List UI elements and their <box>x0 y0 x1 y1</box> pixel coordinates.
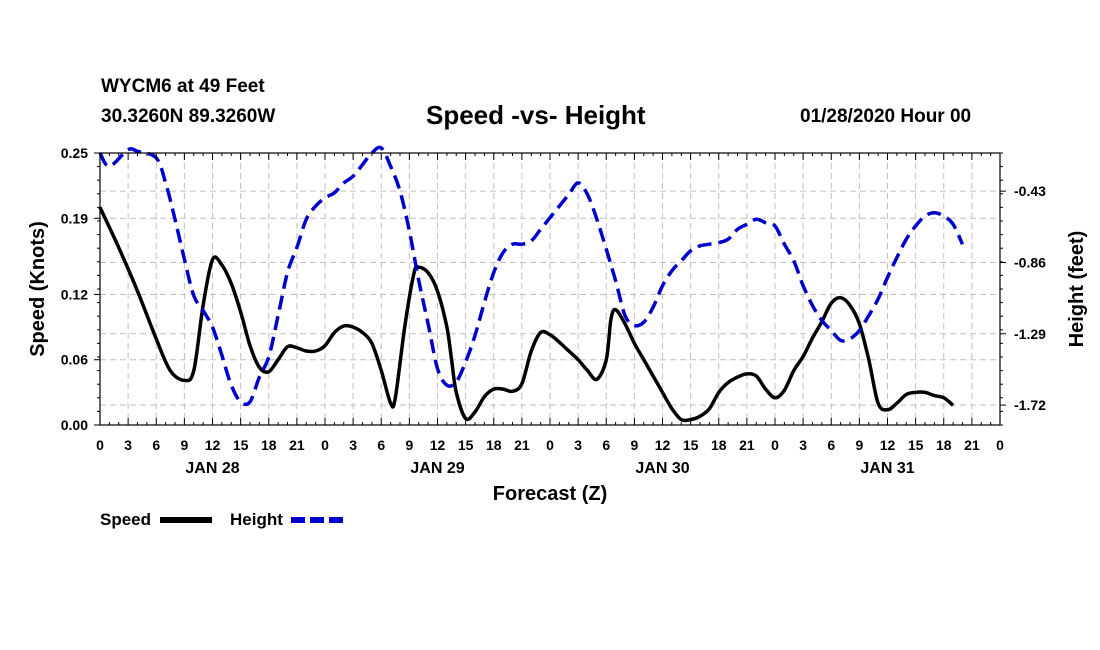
x-tick-label: 12 <box>880 437 896 453</box>
x-tick-label: 21 <box>964 437 980 453</box>
day-label: JAN 30 <box>635 460 689 477</box>
x-tick-label: 0 <box>321 437 329 453</box>
x-tick-label: 15 <box>458 437 474 453</box>
y-tick-label: 0.25 <box>61 145 88 161</box>
y2-axis-label: Height (feet) <box>1066 231 1088 348</box>
x-tick-label: 6 <box>152 437 160 453</box>
day-label: JAN 28 <box>185 460 239 477</box>
y-tick-label: 0.00 <box>61 417 88 433</box>
x-tick-label: 0 <box>996 437 1004 453</box>
x-tick-label: 18 <box>486 437 502 453</box>
x-tick-label: 9 <box>180 437 188 453</box>
x-tick-label: 3 <box>124 437 132 453</box>
x-tick-label: 6 <box>827 437 835 453</box>
x-tick-label: 12 <box>205 437 221 453</box>
series-layer <box>98 145 965 423</box>
y-tick-label: 0.06 <box>61 352 88 368</box>
x-tick-label: 9 <box>630 437 638 453</box>
height-series-line <box>98 145 965 407</box>
speed-series-line <box>98 206 955 423</box>
y-tick-label: 0.12 <box>61 286 88 302</box>
x-tick-label: 12 <box>655 437 671 453</box>
x-tick-label: 0 <box>771 437 779 453</box>
x-tick-label: 15 <box>683 437 699 453</box>
y2-tick-label: -1.72 <box>1014 397 1046 413</box>
tick-layer: 0 3 6 9 12 15 18 21 0 3 6 9 12 15 18 21 0 3 6 9 12 15 18 21 0 3 6 9… <box>61 145 1046 477</box>
station-label: WYCM6 at 49 Feet <box>101 76 265 97</box>
legend: Speed Height <box>100 510 343 529</box>
chart-title: Speed -vs- Height <box>426 100 646 130</box>
x-tick-label: 12 <box>430 437 446 453</box>
x-tick-label: 6 <box>377 437 385 453</box>
legend-height-label: Height <box>230 510 283 529</box>
x-tick-label: 21 <box>514 437 530 453</box>
x-tick-label: 18 <box>936 437 952 453</box>
x-tick-label: 18 <box>261 437 277 453</box>
x-tick-label: 9 <box>855 437 863 453</box>
coordinates-label: 30.3260N 89.3260W <box>101 106 276 127</box>
day-label: JAN 31 <box>860 460 914 477</box>
y2-tick-label: -0.43 <box>1014 183 1046 199</box>
x-tick-label: 3 <box>799 437 807 453</box>
x-tick-label: 6 <box>602 437 610 453</box>
forecast-timestamp: 01/28/2020 Hour 00 <box>800 106 972 127</box>
x-tick-label: 0 <box>546 437 554 453</box>
x-tick-label: 0 <box>96 437 104 453</box>
x-tick-label: 18 <box>711 437 727 453</box>
y-tick-label: 0.19 <box>61 210 88 226</box>
x-tick-label: 3 <box>349 437 357 453</box>
y-axis-label: Speed (Knots) <box>27 221 49 357</box>
x-tick-label: 15 <box>233 437 249 453</box>
x-tick-label: 21 <box>289 437 305 453</box>
x-tick-label: 15 <box>908 437 924 453</box>
x-tick-label: 3 <box>574 437 582 453</box>
y2-tick-label: -1.29 <box>1014 326 1046 342</box>
day-label: JAN 29 <box>410 460 464 477</box>
x-axis-label: Forecast (Z) <box>493 483 607 505</box>
legend-speed-label: Speed <box>100 510 151 529</box>
x-tick-label: 9 <box>405 437 413 453</box>
x-tick-label: 21 <box>739 437 755 453</box>
y2-tick-label: -0.86 <box>1014 254 1046 270</box>
